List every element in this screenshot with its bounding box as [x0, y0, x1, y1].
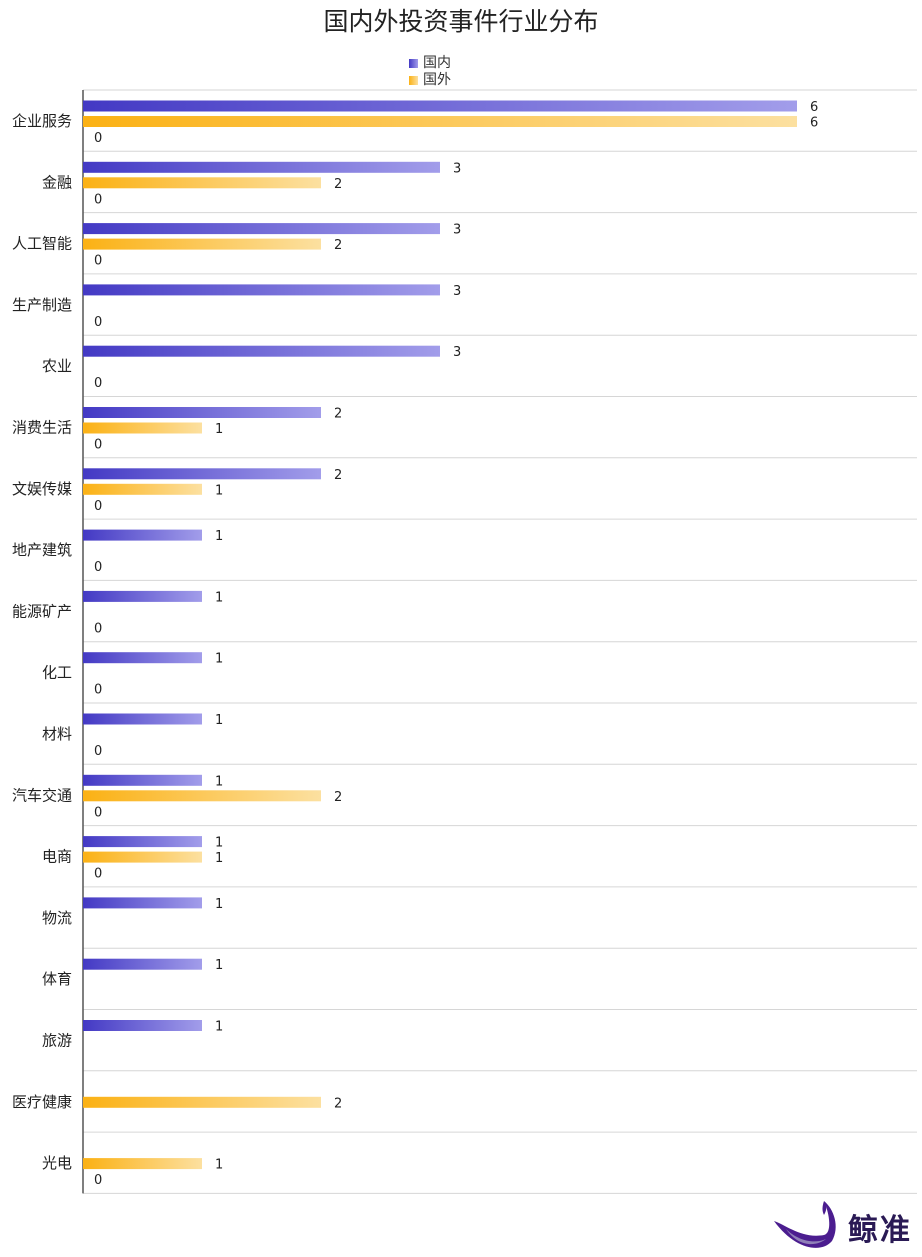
category-label: 生产制造 [12, 296, 72, 314]
data-label-domestic: 1 [215, 836, 223, 851]
zero-label: 0 [94, 438, 102, 453]
category-label: 汽车交通 [12, 786, 72, 804]
data-label-domestic: 1 [215, 590, 223, 605]
data-label-domestic: 1 [215, 774, 223, 789]
brand-logo: 鲸准 [772, 1195, 922, 1253]
bar-domestic [83, 529, 202, 541]
category-label: 人工智能 [12, 235, 72, 253]
zero-label: 0 [94, 683, 102, 698]
category-label: 光电 [42, 1154, 72, 1172]
category-label: 农业 [42, 357, 72, 375]
data-label-domestic: 1 [215, 958, 223, 973]
bar-domestic [83, 958, 202, 970]
category-label: 地产建筑 [12, 541, 72, 559]
category-label: 旅游 [42, 1032, 72, 1050]
category-label: 能源矿产 [12, 602, 72, 620]
legend-item-domestic[interactable]: 国内 [409, 55, 451, 72]
data-label-domestic: 2 [334, 407, 342, 422]
bar-foreign [83, 422, 202, 434]
data-label-foreign: 1 [215, 422, 223, 437]
category-label: 物流 [42, 909, 72, 927]
bar-domestic [83, 161, 440, 173]
data-label-domestic: 1 [215, 897, 223, 912]
bar-foreign [83, 116, 797, 127]
category-label: 医疗健康 [12, 1093, 72, 1111]
bar-foreign [83, 790, 321, 802]
category-label: 金融 [42, 173, 72, 191]
bar-foreign [83, 1158, 202, 1170]
legend: 国内 国外 [409, 55, 451, 89]
data-label-domestic: 6 [810, 100, 818, 115]
data-label-domestic: 3 [453, 223, 461, 238]
data-label-domestic: 3 [453, 345, 461, 360]
category-label: 企业服务 [12, 112, 72, 130]
bar-domestic [83, 407, 321, 418]
category-label: 材料 [42, 725, 72, 743]
bar-domestic [83, 100, 797, 112]
bar-domestic [83, 1020, 202, 1031]
category-label: 化工 [42, 664, 72, 682]
zero-label: 0 [94, 1173, 102, 1188]
data-label-domestic: 1 [215, 652, 223, 667]
bar-domestic [83, 590, 202, 602]
zero-label: 0 [94, 560, 102, 575]
zero-label: 0 [94, 254, 102, 269]
bar-domestic [83, 713, 202, 725]
legend-label-domestic: 国内 [423, 55, 451, 71]
chart-title: 国内外投资事件行业分布 [323, 7, 599, 36]
legend-swatch-domestic [409, 59, 418, 68]
data-label-foreign: 1 [215, 1158, 223, 1173]
data-label-foreign: 2 [334, 177, 342, 192]
data-label-domestic: 3 [453, 284, 461, 299]
data-label-domestic: 1 [215, 713, 223, 728]
zero-label: 0 [94, 499, 102, 514]
data-label-foreign: 1 [215, 483, 223, 498]
bar-domestic [83, 652, 202, 664]
bar-domestic [83, 897, 202, 909]
data-label-foreign: 6 [810, 116, 818, 131]
category-label: 消费生活 [12, 419, 72, 437]
bar-domestic [83, 223, 440, 235]
bar-domestic [83, 774, 202, 786]
data-label-foreign: 2 [334, 238, 342, 253]
zero-label: 0 [94, 805, 102, 820]
category-label: 电商 [42, 848, 72, 866]
brand-name: 鲸准 [848, 1213, 912, 1248]
zero-label: 0 [94, 315, 102, 330]
data-label-foreign: 2 [334, 790, 342, 805]
bar-foreign [83, 1096, 321, 1108]
data-label-foreign: 1 [215, 851, 223, 866]
whale-logo-icon [774, 1201, 836, 1248]
zero-label: 0 [94, 131, 102, 146]
legend-label-foreign: 国外 [423, 72, 451, 88]
category-label: 文娱传媒 [12, 480, 72, 498]
zero-label: 0 [94, 744, 102, 759]
data-label-domestic: 1 [215, 1020, 223, 1035]
data-label-foreign: 2 [334, 1096, 342, 1111]
data-label-domestic: 3 [453, 161, 461, 176]
bar-foreign [83, 238, 321, 250]
bar-domestic [83, 468, 321, 480]
zero-label: 0 [94, 867, 102, 882]
data-label-domestic: 1 [215, 529, 223, 544]
bar-foreign [83, 483, 202, 495]
bar-foreign [83, 177, 321, 189]
zero-label: 0 [94, 621, 102, 636]
legend-swatch-foreign [409, 76, 418, 85]
category-label: 体育 [42, 970, 72, 988]
data-label-domestic: 2 [334, 468, 342, 483]
bar-domestic [83, 284, 440, 296]
legend-item-foreign[interactable]: 国外 [409, 72, 451, 89]
bar-foreign [83, 851, 202, 863]
zero-label: 0 [94, 376, 102, 391]
bar-domestic [83, 345, 440, 357]
bar-domestic [83, 836, 202, 848]
zero-label: 0 [94, 192, 102, 207]
